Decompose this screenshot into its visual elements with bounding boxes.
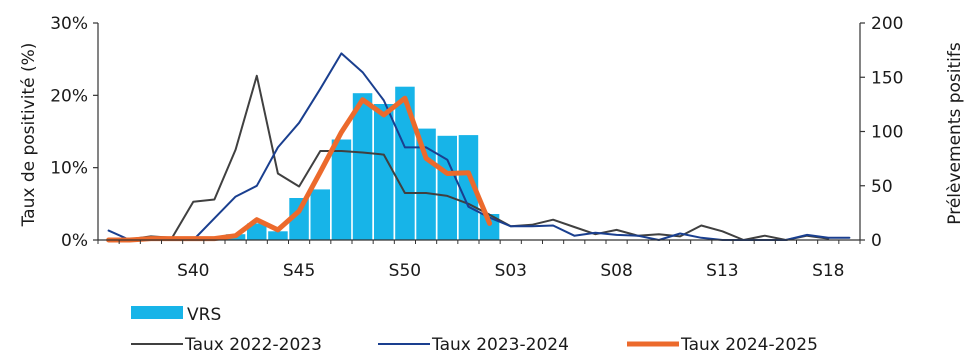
bar-vrs-S50 [395, 86, 415, 240]
bar-vrs-S43 [247, 223, 267, 240]
y-left-tick-label: 0% [61, 231, 88, 251]
legend-label-series-2: Taux 2023-2024 [431, 335, 569, 355]
y-left-tick-label: 20% [50, 86, 88, 106]
y-left-axis-title: Taux de positivité (%) [19, 43, 39, 228]
plot-area [106, 52, 851, 243]
x-tick-label: S08 [600, 261, 632, 281]
bar-vrs-S45 [289, 198, 309, 240]
y-left-tick-label: 10% [50, 159, 88, 179]
x-tick-label: S03 [495, 261, 527, 281]
y-right-tick-label: 150 [871, 68, 903, 88]
bar-vrs-S48 [352, 93, 373, 240]
bar-vrs-S49 [374, 104, 394, 240]
legend-label-vrs: VRS [187, 305, 221, 325]
x-tick-label: S13 [706, 261, 738, 281]
x-tick-label: S40 [177, 261, 209, 281]
bar-vrs-S01 [458, 135, 479, 240]
x-tick-label: S50 [389, 261, 421, 281]
legend-label-series-1: Taux 2022-2023 [184, 335, 322, 355]
y-right-tick-label: 100 [871, 123, 903, 143]
bar-vrs-S44 [268, 231, 288, 240]
series-line-1 [128, 74, 830, 241]
legend-swatch-vrs [131, 306, 183, 319]
bar-vrs-S52 [437, 135, 457, 240]
y-right-tick-label: 200 [871, 14, 903, 34]
legend-label-series-3: Taux 2024-2025 [680, 335, 818, 355]
y-right-axis-title: Prélèvements positifs [945, 42, 965, 225]
y-right-tick-label: 0 [871, 231, 882, 251]
legend: VRS Taux 2022-2023 Taux 2023-2024 Taux 2024… [131, 305, 818, 355]
y-right-tick-label: 50 [871, 177, 893, 197]
bar-vrs-S46 [310, 189, 330, 240]
x-tick-label: S18 [812, 261, 844, 281]
bar-vrs-S47 [331, 139, 352, 240]
series-line-2 [107, 52, 851, 241]
x-tick-label: S45 [283, 261, 315, 281]
bar-vrs-S51 [416, 128, 436, 240]
axes: 0% 10% 20% 30% 0 50 100 150 200 S40 S45 S50 S03 S08 S1… [19, 14, 965, 281]
series-line-3 [106, 95, 493, 243]
y-left-tick-label: 30% [50, 14, 88, 34]
